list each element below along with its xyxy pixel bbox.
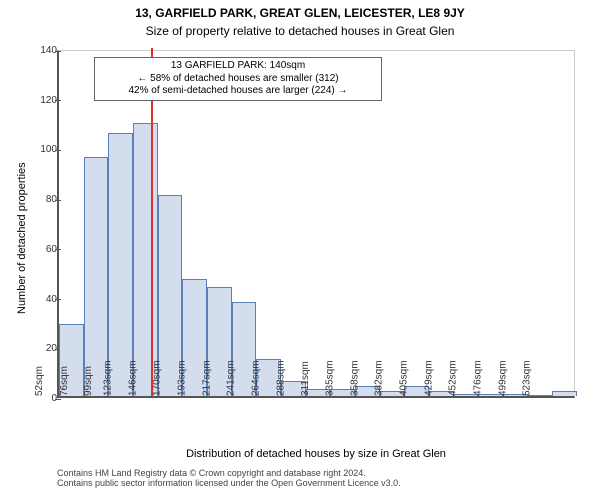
x-tick: 382sqm (372, 360, 385, 396)
footer-line-2: Contains public sector information licen… (57, 478, 401, 488)
annotation-line: ← 58% of detached houses are smaller (31… (99, 73, 377, 86)
x-tick: 264sqm (248, 360, 261, 396)
histogram-bar (133, 123, 158, 396)
footer-credits: Contains HM Land Registry data © Crown c… (57, 468, 401, 488)
y-tick: 100 (40, 144, 59, 155)
plot-area: 02040608010012014052sqm76sqm99sqm123sqm1… (57, 50, 575, 398)
x-tick: 358sqm (347, 360, 360, 396)
annotation-box: 13 GARFIELD PARK: 140sqm← 58% of detache… (94, 57, 382, 101)
page-subtitle: Size of property relative to detached ho… (0, 24, 600, 38)
annotation-line: 42% of semi-detached houses are larger (… (99, 85, 377, 98)
y-tick: 60 (46, 244, 59, 255)
chart-container: 13, GARFIELD PARK, GREAT GLEN, LEICESTER… (0, 0, 600, 500)
x-tick: 335sqm (322, 360, 335, 396)
x-tick: 99sqm (81, 366, 94, 396)
y-tick: 140 (40, 45, 59, 56)
y-axis-label: Number of detached properties (16, 162, 28, 314)
x-tick: 217sqm (199, 360, 212, 396)
footer-line-1: Contains HM Land Registry data © Crown c… (57, 468, 401, 478)
x-tick: 52sqm (32, 366, 45, 396)
y-tick: 120 (40, 95, 59, 106)
y-tick: 80 (46, 194, 59, 205)
x-tick: 146sqm (125, 360, 138, 396)
x-axis-label: Distribution of detached houses by size … (57, 448, 575, 460)
x-tick: 76sqm (57, 366, 70, 396)
x-tick: 288sqm (273, 360, 286, 396)
x-tick: 429sqm (421, 360, 434, 396)
x-tick: 241sqm (224, 360, 237, 396)
x-tick: 499sqm (495, 360, 508, 396)
y-tick: 40 (46, 294, 59, 305)
page-title: 13, GARFIELD PARK, GREAT GLEN, LEICESTER… (0, 6, 600, 20)
histogram-bar (552, 391, 577, 396)
x-tick: 523sqm (520, 360, 533, 396)
x-tick: 476sqm (470, 360, 483, 396)
histogram-bar (108, 133, 133, 396)
x-tick: 193sqm (174, 360, 187, 396)
x-tick: 405sqm (396, 360, 409, 396)
y-tick: 20 (46, 343, 59, 354)
x-tick: 123sqm (100, 360, 113, 396)
x-tick: 452sqm (446, 360, 459, 396)
annotation-line: 13 GARFIELD PARK: 140sqm (99, 60, 377, 73)
x-tick: 311sqm (298, 361, 311, 396)
